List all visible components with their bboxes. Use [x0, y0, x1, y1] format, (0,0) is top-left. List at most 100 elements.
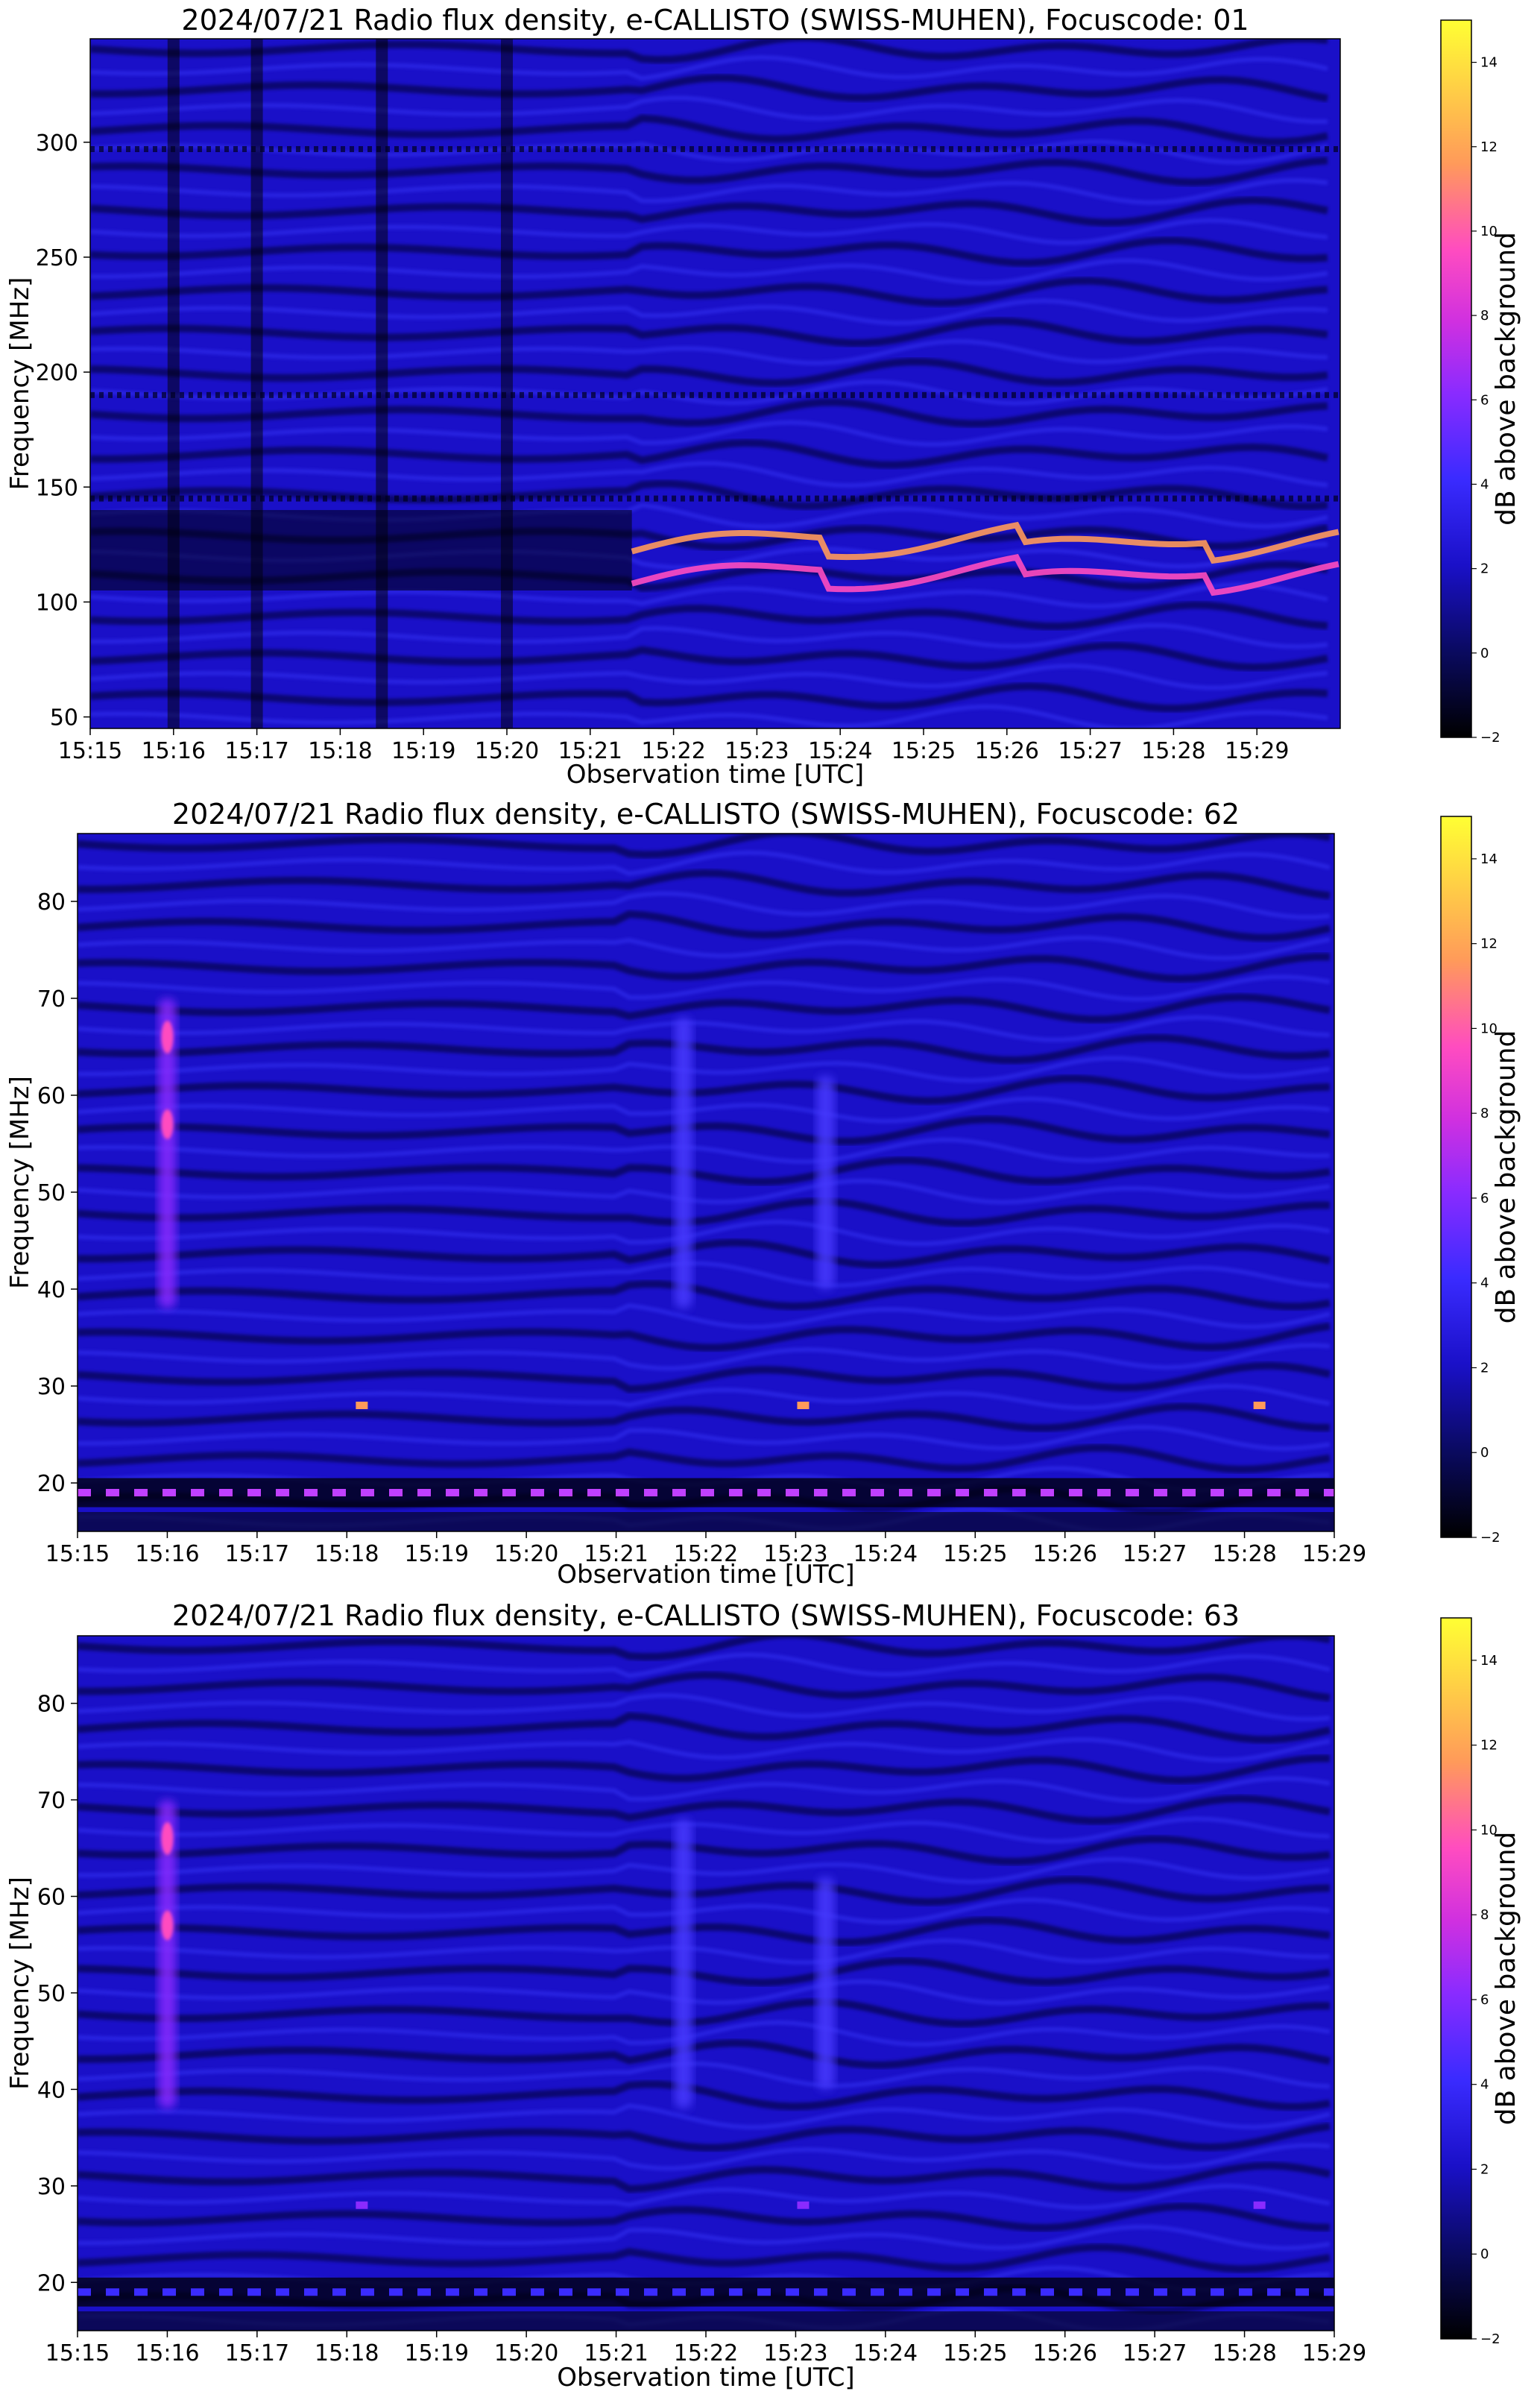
- spot-mark: [356, 2201, 368, 2209]
- x-tick-label: 15:15: [45, 1541, 110, 1567]
- x-tick-label: 15:20: [494, 1541, 558, 1567]
- x-tick-label: 15:19: [404, 1541, 468, 1567]
- spot-mark: [1253, 1402, 1266, 1409]
- colorbar-tick-label: 14: [1480, 1653, 1498, 1669]
- y-tick-label: 80: [37, 1692, 66, 1718]
- y-tick-label: 50: [50, 705, 78, 731]
- y-tick-label: 70: [37, 1788, 66, 1814]
- colorbar-tick-label: 6: [1480, 1992, 1489, 2008]
- x-tick-label: 15:29: [1302, 1541, 1366, 1567]
- colorbar-tick-label: 14: [1480, 851, 1498, 867]
- x-tick-label: 15:27: [1123, 1541, 1187, 1567]
- spectrogram-svg: 2024/07/21 Radio flux density, e-CALLIST…: [5, 4, 1521, 790]
- x-tick-label: 15:26: [975, 738, 1039, 764]
- x-tick-label: 15:24: [853, 2340, 918, 2366]
- x-tick-label: 15:18: [308, 738, 372, 764]
- colorbar: [1440, 816, 1472, 1538]
- y-tick-label: 40: [37, 1277, 66, 1303]
- spectrogram-panel-focuscode-63: 2024/07/21 Radio flux density, e-CALLIST…: [0, 1588, 1540, 2400]
- y-tick-label: 30: [37, 2174, 66, 2200]
- chart-title: 2024/07/21 Radio flux density, e-CALLIST…: [172, 1599, 1240, 1632]
- spectrogram-image: [90, 39, 1340, 728]
- colorbar-label: dB above background: [1491, 232, 1521, 526]
- y-tick-label: 50: [37, 1180, 66, 1206]
- x-tick-label: 15:25: [892, 738, 956, 764]
- x-tick-label: 15:15: [45, 2340, 110, 2366]
- y-tick-label: 80: [37, 889, 66, 916]
- spectrogram-svg: 2024/07/21 Radio flux density, e-CALLIST…: [5, 798, 1521, 1590]
- colorbar-tick-label: 4: [1480, 476, 1489, 492]
- x-tick-label: 15:26: [1032, 2340, 1096, 2366]
- colorbar-tick-label: 8: [1480, 1106, 1489, 1121]
- colorbar-tick-label: 12: [1480, 1738, 1498, 1754]
- x-tick-label: 15:24: [808, 738, 872, 764]
- x-tick-label: 15:27: [1123, 2340, 1187, 2366]
- spectrogram-image: [78, 834, 1334, 1531]
- colorbar-tick-label: 6: [1480, 392, 1489, 408]
- x-tick-label: 15:26: [1032, 1541, 1096, 1567]
- y-axis-label: Frequency [MHz]: [5, 1877, 35, 2090]
- x-tick-label: 15:17: [225, 1541, 289, 1567]
- y-tick-label: 60: [37, 1083, 66, 1109]
- x-tick-label: 15:29: [1225, 738, 1289, 764]
- spot-mark: [797, 2201, 810, 2209]
- x-tick-label: 15:15: [58, 738, 122, 764]
- colorbar-tick-label: −2: [1480, 730, 1500, 746]
- y-tick-label: 40: [37, 2077, 66, 2103]
- colorbar-tick-label: −2: [1480, 1530, 1500, 1546]
- spectrogram-image: [78, 1636, 1334, 2331]
- spectrogram-panel-focuscode-01: 2024/07/21 Radio flux density, e-CALLIST…: [0, 0, 1540, 790]
- x-tick-label: 15:16: [135, 2340, 199, 2366]
- x-tick-label: 15:20: [475, 738, 539, 764]
- colorbar: [1440, 1617, 1472, 2340]
- colorbar-tick-label: 0: [1480, 646, 1489, 661]
- y-tick-label: 50: [37, 1981, 66, 2007]
- colorbar: [1440, 19, 1472, 738]
- colorbar-tick-label: 12: [1480, 139, 1498, 155]
- x-axis-label: Observation time [UTC]: [567, 760, 864, 790]
- colorbar-label: dB above background: [1491, 1832, 1521, 2126]
- y-tick-label: 30: [37, 1374, 66, 1400]
- x-tick-label: 15:22: [641, 738, 705, 764]
- colorbar-tick-label: 12: [1480, 936, 1498, 952]
- spectrogram-svg: 2024/07/21 Radio flux density, e-CALLIST…: [5, 1599, 1521, 2393]
- x-tick-label: 15:21: [584, 1541, 648, 1567]
- x-tick-label: 15:17: [224, 738, 288, 764]
- chart-title: 2024/07/21 Radio flux density, e-CALLIST…: [172, 798, 1240, 831]
- y-axis-label: Frequency [MHz]: [5, 1076, 35, 1289]
- colorbar-tick-label: 4: [1480, 1276, 1489, 1291]
- y-tick-label: 150: [36, 475, 78, 501]
- x-tick-label: 15:17: [225, 2340, 289, 2366]
- x-tick-label: 15:18: [315, 1541, 379, 1567]
- chart-title: 2024/07/21 Radio flux density, e-CALLIST…: [181, 4, 1249, 37]
- y-tick-label: 70: [37, 986, 66, 1012]
- x-axis-label: Observation time [UTC]: [557, 2363, 854, 2393]
- colorbar-tick-label: 10: [1480, 1021, 1498, 1036]
- x-tick-label: 15:27: [1058, 738, 1122, 764]
- spot-mark: [797, 1402, 810, 1409]
- x-axis-label: Observation time [UTC]: [557, 1560, 854, 1590]
- y-axis-label: Frequency [MHz]: [5, 277, 35, 491]
- colorbar-tick-label: 2: [1480, 561, 1489, 577]
- x-tick-label: 15:19: [391, 738, 455, 764]
- colorbar-tick-label: 6: [1480, 1191, 1489, 1206]
- colorbar-tick-label: 2: [1480, 1360, 1489, 1376]
- x-tick-label: 15:23: [763, 1541, 827, 1567]
- y-tick-label: 300: [36, 130, 78, 157]
- x-tick-label: 15:18: [315, 2340, 379, 2366]
- x-tick-label: 15:24: [853, 1541, 918, 1567]
- x-tick-label: 15:28: [1212, 2340, 1276, 2366]
- colorbar-tick-label: 14: [1480, 55, 1498, 71]
- colorbar-tick-label: 2: [1480, 2161, 1489, 2177]
- colorbar-tick-label: 0: [1480, 1445, 1489, 1461]
- y-tick-label: 100: [36, 590, 78, 616]
- spectrogram-panel-focuscode-62: 2024/07/21 Radio flux density, e-CALLIST…: [0, 790, 1540, 1590]
- y-tick-label: 20: [37, 2270, 66, 2296]
- x-tick-label: 15:25: [943, 2340, 1007, 2366]
- colorbar-tick-label: −2: [1480, 2331, 1500, 2347]
- x-tick-label: 15:20: [494, 2340, 558, 2366]
- x-tick-label: 15:22: [674, 2340, 738, 2366]
- x-tick-label: 15:22: [674, 1541, 738, 1567]
- y-tick-label: 200: [36, 360, 78, 386]
- spot-mark: [356, 1402, 368, 1409]
